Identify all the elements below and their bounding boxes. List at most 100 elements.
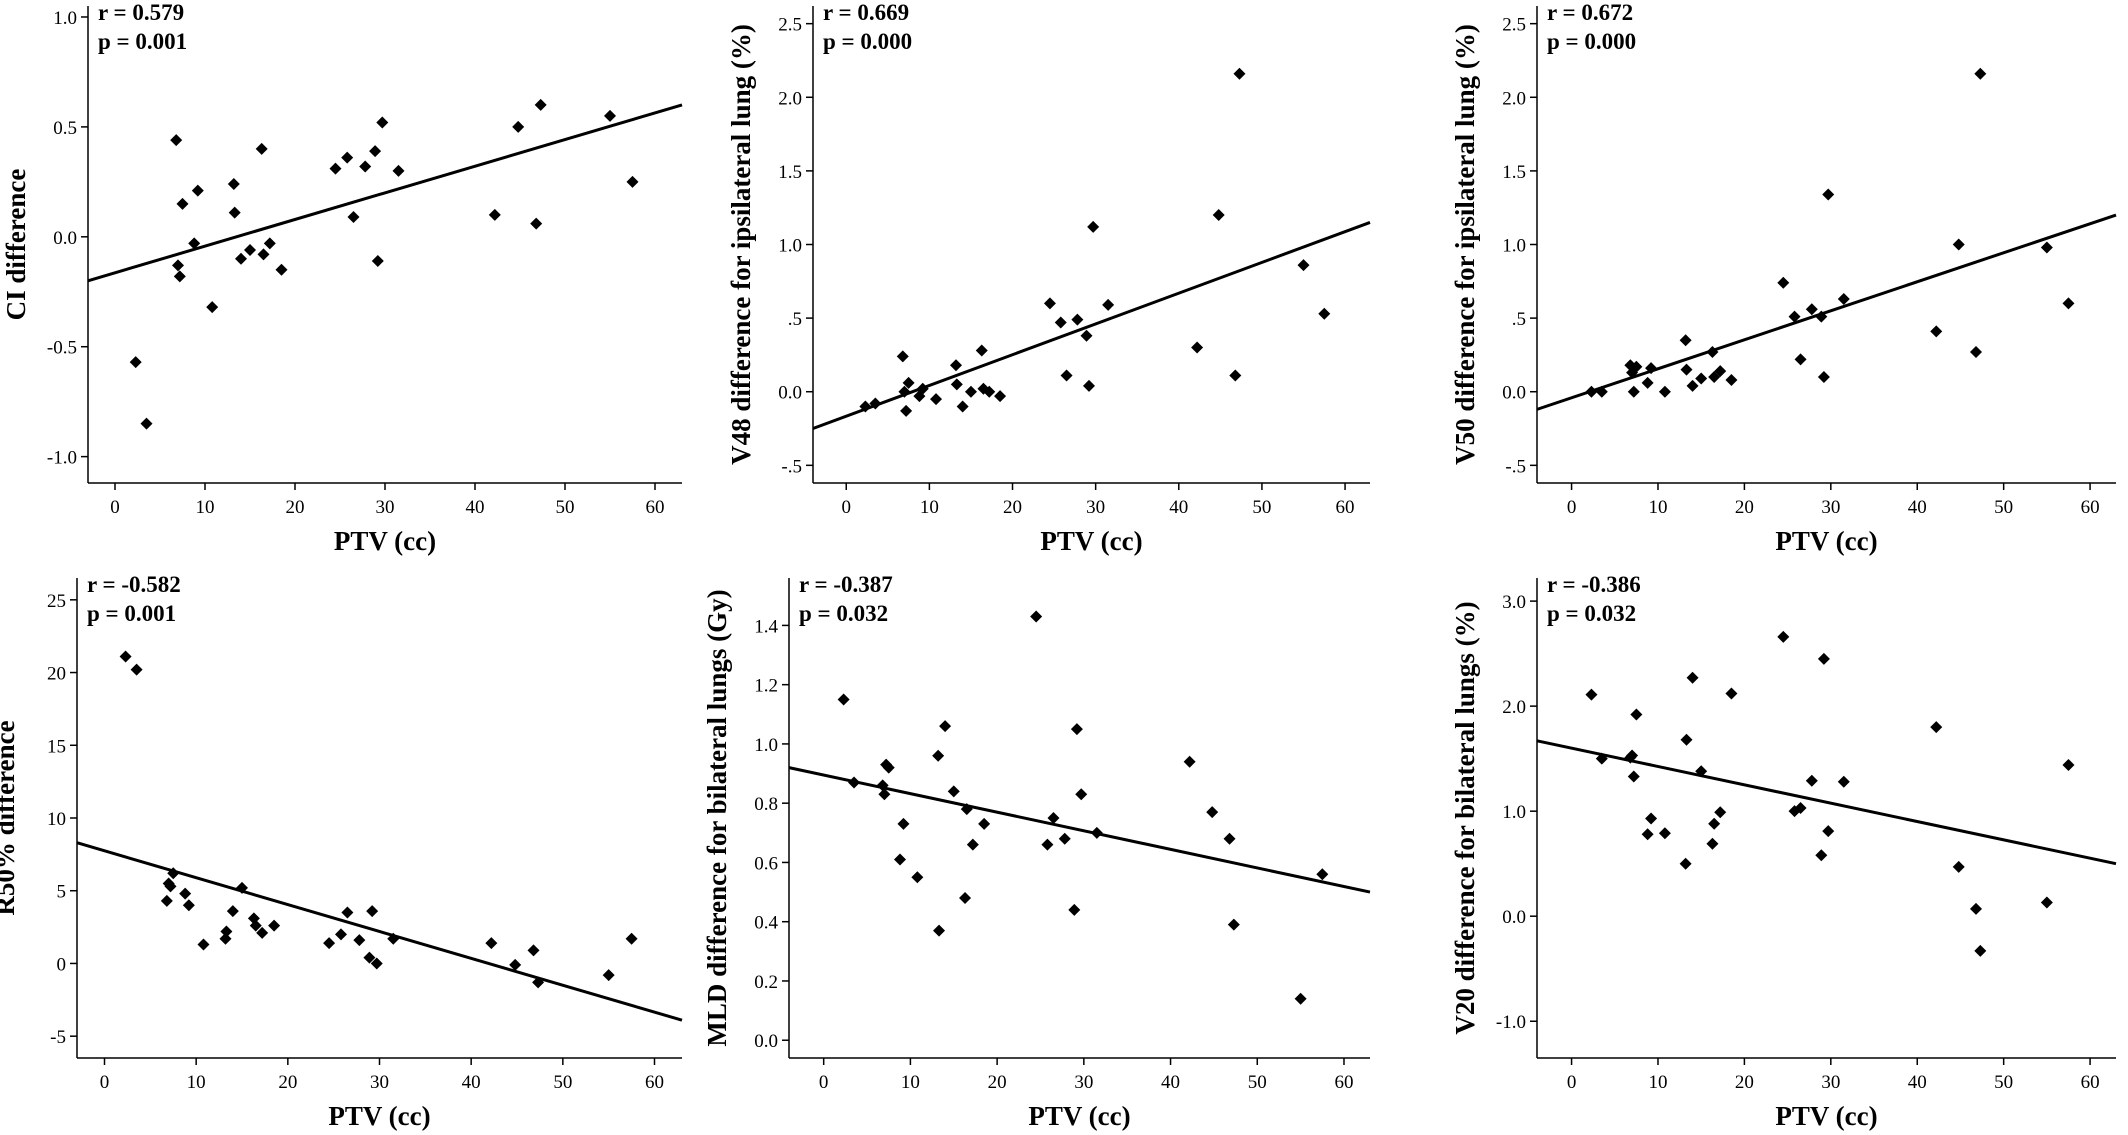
data-point xyxy=(176,197,189,210)
data-point xyxy=(1679,857,1692,870)
data-point xyxy=(129,356,142,369)
data-point xyxy=(206,301,219,314)
data-point xyxy=(1794,353,1807,366)
data-point xyxy=(376,116,389,129)
y-tick-label: 0.2 xyxy=(754,972,778,993)
data-point xyxy=(1658,827,1671,840)
x-tick-label: 0 xyxy=(110,497,120,518)
data-point xyxy=(932,749,945,762)
data-point xyxy=(363,951,376,964)
data-point xyxy=(1695,765,1708,778)
x-tick-label: 50 xyxy=(1248,1072,1267,1093)
p-value-label: p = 0.001 xyxy=(87,601,176,626)
y-tick-label: -0.5 xyxy=(47,338,77,359)
x-tick-label: 40 xyxy=(462,1072,481,1093)
x-tick-label: 60 xyxy=(1334,1072,1353,1093)
data-point xyxy=(950,378,963,391)
data-point xyxy=(1706,345,1719,358)
x-tick-label: 10 xyxy=(1648,1072,1667,1093)
data-point xyxy=(897,817,910,830)
data-point xyxy=(1060,369,1073,382)
data-point xyxy=(1817,371,1830,383)
data-point xyxy=(164,880,177,893)
data-point xyxy=(160,894,173,907)
y-tick-label: 1.5 xyxy=(1502,162,1526,183)
data-point xyxy=(1070,723,1083,736)
data-point xyxy=(347,211,360,224)
data-point xyxy=(329,162,342,175)
y-axis-title: MLD difference for bilateral lungs (Gy) xyxy=(702,589,732,1046)
data-point xyxy=(602,969,615,982)
data-point xyxy=(1068,903,1081,916)
data-point xyxy=(235,252,247,265)
data-point xyxy=(1805,774,1818,787)
x-tick-label: 30 xyxy=(1821,497,1840,518)
y-tick-label: 2.0 xyxy=(778,88,802,109)
x-tick-label: 40 xyxy=(1161,1072,1180,1093)
x-tick-label: 10 xyxy=(920,497,939,518)
data-point xyxy=(1952,860,1965,873)
data-point xyxy=(197,938,210,951)
data-point xyxy=(228,206,241,219)
y-axis-title: CI difference xyxy=(1,169,31,321)
data-point xyxy=(172,259,184,272)
data-point xyxy=(509,958,522,971)
data-point xyxy=(226,905,239,918)
x-axis-title: PTV (cc) xyxy=(1775,1101,1877,1131)
data-point xyxy=(933,924,946,937)
data-point xyxy=(1725,373,1738,386)
y-tick-label: -.5 xyxy=(1505,456,1526,477)
data-point xyxy=(859,400,872,413)
data-point xyxy=(530,217,543,230)
data-point xyxy=(353,934,366,947)
data-point xyxy=(2062,297,2075,310)
y-tick-label: 1.4 xyxy=(754,616,778,637)
x-tick-label: 0 xyxy=(1567,497,1577,518)
data-point xyxy=(1714,806,1727,819)
data-point xyxy=(1054,316,1067,329)
y-tick-label: 0.8 xyxy=(754,794,778,815)
data-point xyxy=(1058,832,1071,845)
y-tick-label: -1.0 xyxy=(47,448,77,469)
data-point xyxy=(1970,902,1983,915)
regression-line xyxy=(788,766,1371,894)
data-point xyxy=(1595,385,1608,398)
data-point xyxy=(392,164,405,177)
data-point xyxy=(1595,752,1608,765)
data-point xyxy=(1777,276,1790,289)
data-point xyxy=(182,899,195,912)
y-tick-label: 0.0 xyxy=(778,383,802,404)
x-tick-label: 0 xyxy=(1567,1072,1577,1093)
x-tick-label: 60 xyxy=(2081,1072,2100,1093)
data-point xyxy=(1641,828,1654,841)
data-point xyxy=(188,237,201,250)
data-point xyxy=(341,906,354,919)
data-point xyxy=(1815,310,1828,323)
y-tick-label: 0.5 xyxy=(53,118,77,139)
data-point xyxy=(837,693,850,706)
data-point xyxy=(366,905,379,918)
x-tick-label: 50 xyxy=(1252,497,1271,518)
data-point xyxy=(1206,806,1219,819)
y-tick-label: 1.2 xyxy=(754,676,778,697)
correlation-r-label: r = 0.672 xyxy=(1547,0,1633,25)
data-point xyxy=(1952,238,1965,251)
data-point xyxy=(268,919,281,932)
data-point xyxy=(893,853,906,866)
data-point xyxy=(882,761,895,774)
data-point xyxy=(1080,329,1093,342)
data-point xyxy=(1630,708,1643,721)
data-point xyxy=(1822,825,1835,838)
x-tick-label: 30 xyxy=(376,497,395,518)
y-tick-label: 3.0 xyxy=(1502,592,1526,613)
data-point xyxy=(532,976,545,989)
x-tick-label: 30 xyxy=(1074,1072,1093,1093)
y-tick-label: 0.0 xyxy=(1502,383,1526,404)
data-point xyxy=(387,932,400,945)
data-point xyxy=(1680,363,1693,376)
correlation-r-label: r = -0.386 xyxy=(1547,572,1641,597)
y-tick-label: 2.5 xyxy=(778,15,802,36)
data-point xyxy=(1970,345,1983,358)
y-tick-label: .5 xyxy=(788,309,802,330)
